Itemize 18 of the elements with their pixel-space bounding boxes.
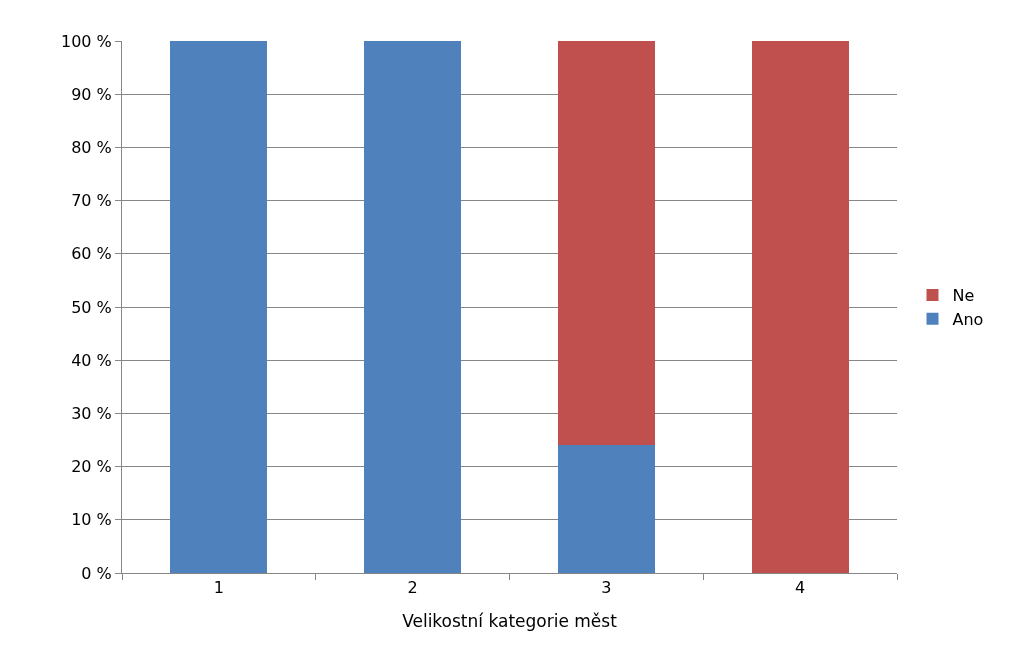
legend-label: Ne <box>952 286 975 306</box>
y-tick-label: 60 % <box>71 244 112 264</box>
x-tick-label: 4 <box>795 578 806 598</box>
x-axis-title: Velikostní kategorie měst <box>402 610 618 631</box>
y-tick-label: 70 % <box>71 191 112 211</box>
y-tick-label: 10 % <box>71 510 112 530</box>
y-tick-label: 40 % <box>71 350 112 370</box>
x-tick-label: 3 <box>601 578 612 598</box>
x-tick-label: 1 <box>213 578 224 598</box>
y-tick-label: 0 % <box>81 563 112 583</box>
y-tick-label: 20 % <box>71 457 112 477</box>
y-tick-label: 100 % <box>60 31 112 51</box>
y-tick-label: 50 % <box>71 297 112 317</box>
y-tick-label: 80 % <box>71 138 112 157</box>
legend-label: Ano <box>952 309 984 329</box>
x-tick-label: 2 <box>407 578 418 598</box>
y-tick-label: 30 % <box>71 404 112 423</box>
y-tick-label: 90 % <box>71 84 112 104</box>
